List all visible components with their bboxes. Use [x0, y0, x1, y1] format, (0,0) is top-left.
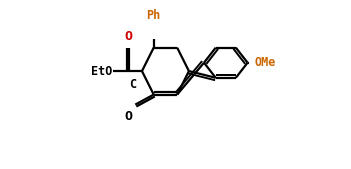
Text: C: C [130, 78, 137, 91]
Text: O: O [124, 110, 132, 123]
Text: OMe: OMe [254, 56, 276, 69]
Text: EtO: EtO [91, 65, 113, 78]
Text: O: O [125, 30, 133, 43]
Text: Ph: Ph [147, 9, 161, 22]
